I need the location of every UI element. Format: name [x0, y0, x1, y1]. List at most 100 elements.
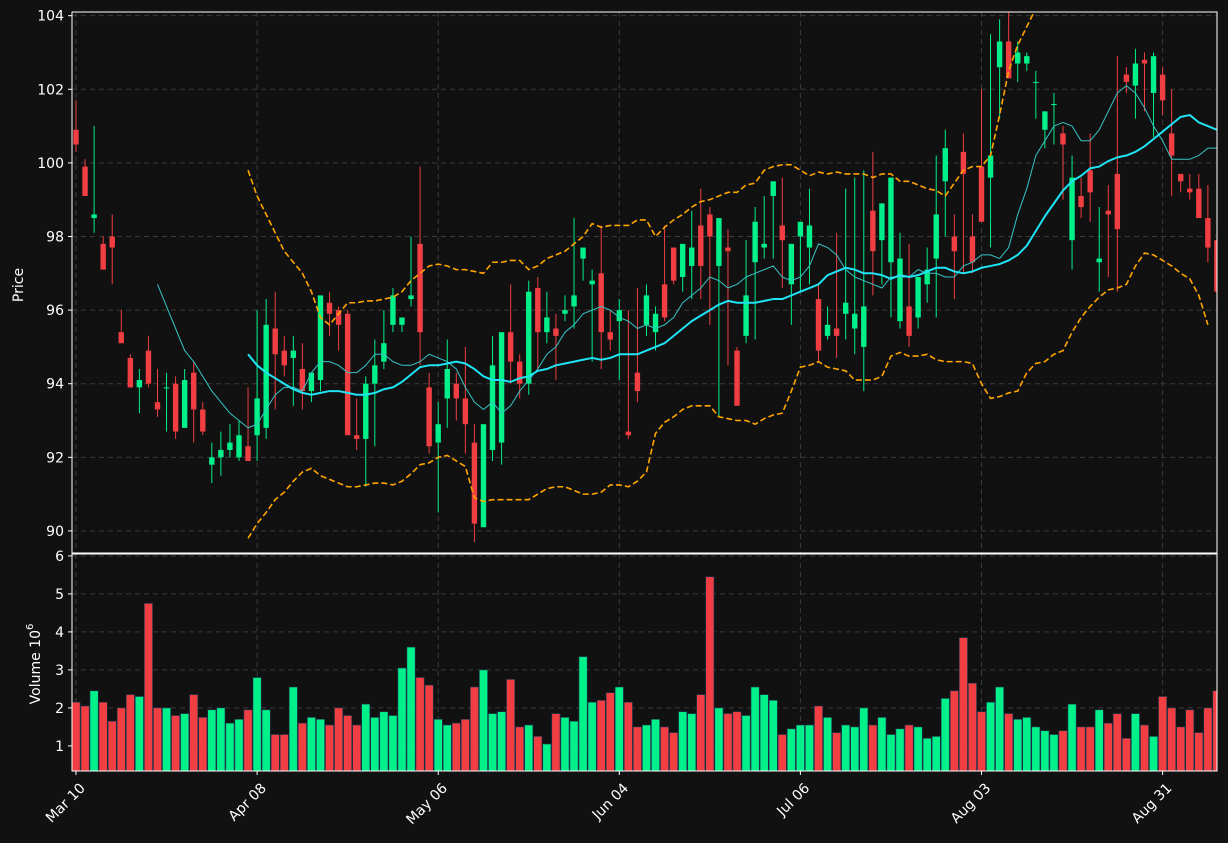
volume-bar: [361, 703, 371, 771]
candle-body: [1024, 56, 1030, 64]
candle-body: [924, 269, 930, 285]
candle-body: [996, 41, 1003, 68]
candle-body: [1033, 81, 1039, 83]
candle-body: [417, 243, 423, 333]
price-panel: [73, 12, 1217, 542]
volume-bar: [841, 724, 851, 771]
candle-body: [426, 387, 432, 447]
price-tick-label: 100: [37, 156, 64, 172]
volume-bar: [931, 736, 941, 771]
volume-bar: [451, 722, 461, 771]
volume-bar: [80, 705, 90, 771]
volume-bar: [524, 724, 534, 771]
volume-bar: [777, 734, 787, 771]
volume-bar: [1076, 726, 1086, 771]
volume-bar: [162, 707, 171, 771]
volume-bar: [460, 719, 470, 771]
candle-body: [308, 372, 315, 392]
volume-bar: [180, 713, 190, 771]
candle-body: [100, 243, 106, 270]
candle-body: [951, 236, 958, 252]
volume-bar: [1176, 726, 1186, 771]
candle-body: [933, 214, 939, 259]
volume-bar: [406, 646, 416, 771]
candle-body: [82, 166, 88, 197]
candle-body: [1196, 188, 1202, 219]
volume-axis-label: Volume 106: [25, 624, 44, 705]
volume-bar: [623, 701, 633, 771]
volume-bar: [768, 700, 778, 771]
candle-body: [363, 383, 369, 439]
volume-tick-label: 1: [55, 739, 64, 755]
volume-bar: [687, 713, 697, 771]
candle-body: [127, 357, 134, 388]
candle-body: [272, 328, 278, 355]
candle-body: [870, 210, 876, 252]
candle-body: [1141, 59, 1148, 64]
candle-body: [571, 295, 577, 307]
candle-body: [842, 302, 849, 314]
candle-body: [1042, 111, 1048, 130]
candle-body: [553, 328, 559, 336]
candle-body: [326, 302, 333, 314]
price-tick-label: 104: [37, 9, 64, 25]
volume-bar: [732, 711, 742, 771]
volume-bar: [144, 603, 153, 771]
volume-bar: [279, 734, 289, 771]
candle-body: [91, 214, 97, 219]
volume-axis-label-text: Volume 10: [28, 630, 44, 704]
candle-body: [544, 317, 550, 333]
candle-body: [779, 225, 785, 241]
candle-body: [145, 350, 152, 384]
volume-bar: [479, 669, 488, 771]
volume-bar: [868, 724, 878, 771]
volume-axis-label-exponent: 6: [25, 624, 36, 630]
band-upper-line: [247, 12, 1035, 326]
volume-bar: [252, 677, 262, 771]
candle-body: [897, 258, 903, 322]
volume-bar: [261, 709, 271, 771]
band-lower-line: [247, 252, 1209, 539]
candle-body: [344, 313, 351, 436]
volume-bar: [651, 719, 660, 771]
candle-body: [960, 151, 967, 174]
candle-body: [200, 409, 206, 432]
volume-bar: [1121, 738, 1131, 771]
candle-body: [489, 365, 496, 450]
volume-bar: [343, 715, 353, 771]
candle-body: [852, 313, 858, 329]
candle-body: [743, 295, 749, 336]
candle-body: [906, 306, 912, 336]
price-tick-label: 96: [46, 303, 64, 319]
candle-body: [227, 442, 233, 450]
candle-body: [136, 380, 143, 388]
candle-body: [181, 380, 188, 428]
volume-bar: [823, 717, 832, 771]
candle-body: [1114, 173, 1121, 230]
volume-bar: [714, 707, 724, 771]
price-tick-label: 102: [37, 82, 64, 98]
candle-body: [788, 243, 795, 285]
volume-bar: [968, 682, 977, 771]
volume-bar: [171, 715, 181, 771]
volume-bar: [877, 717, 887, 771]
volume-bar: [1085, 726, 1095, 771]
volume-bar: [433, 719, 443, 771]
volume-bar: [986, 701, 995, 771]
candle-body: [471, 442, 478, 524]
candle-body: [372, 365, 378, 384]
candle-body: [670, 247, 677, 281]
volume-bar: [488, 713, 497, 771]
candle-body: [399, 317, 405, 325]
candle-body: [698, 225, 704, 266]
volume-bar: [288, 686, 298, 771]
candle-body: [942, 148, 948, 182]
volume-bar: [614, 686, 624, 771]
candle-body: [290, 350, 297, 358]
candle-body: [915, 276, 921, 318]
candle-body: [172, 383, 179, 432]
volume-bar: [216, 707, 226, 771]
candle-body: [73, 129, 79, 145]
